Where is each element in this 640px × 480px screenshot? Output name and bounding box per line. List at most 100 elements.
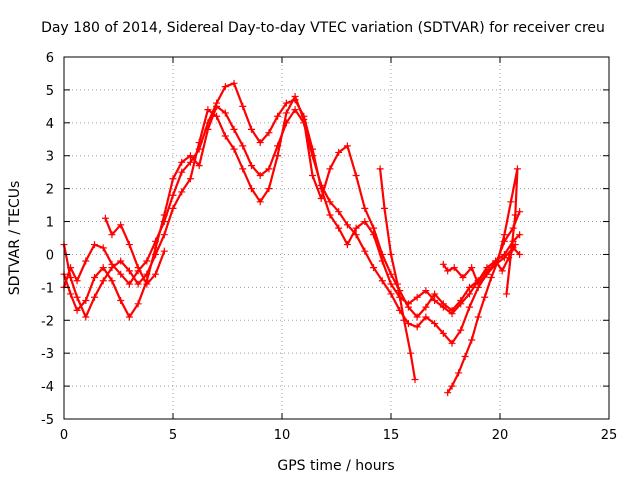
data-point: [361, 204, 369, 212]
data-point: [239, 102, 247, 110]
data-point: [143, 257, 151, 265]
data-point: [457, 297, 465, 305]
data-point: [431, 320, 439, 328]
data-point: [160, 211, 168, 219]
data-point: [400, 316, 408, 324]
data-point: [67, 290, 75, 298]
data-point: [370, 224, 378, 232]
data-point: [511, 241, 519, 249]
data-point: [195, 139, 203, 147]
series-7: [439, 241, 519, 288]
data-point: [500, 231, 508, 239]
data-point: [431, 290, 439, 298]
data-point: [465, 290, 473, 298]
data-point: [492, 257, 500, 265]
data-point: [108, 277, 116, 285]
data-point: [352, 224, 360, 232]
data-point: [274, 112, 282, 120]
data-point: [505, 254, 513, 262]
x-tick-label: 5: [169, 428, 177, 443]
data-point: [394, 280, 402, 288]
data-point: [82, 297, 90, 305]
series-line: [379, 167, 417, 381]
data-point: [99, 264, 107, 272]
data-point: [352, 171, 360, 179]
data-point: [239, 142, 247, 150]
data-point: [125, 280, 133, 288]
data-point: [186, 152, 194, 160]
data-point: [265, 129, 273, 137]
data-point: [186, 158, 194, 166]
data-point: [516, 231, 524, 239]
data-point: [474, 280, 482, 288]
data-point: [503, 290, 511, 298]
data-point: [474, 313, 482, 321]
x-tick-label: 10: [274, 428, 291, 443]
grid: [64, 57, 609, 419]
data-point: [143, 270, 151, 278]
data-point: [125, 241, 133, 249]
data-point: [82, 257, 90, 265]
data-point: [134, 280, 142, 288]
data-point: [221, 132, 229, 140]
data-point: [343, 142, 351, 150]
data-point: [465, 283, 473, 291]
x-axis-label: GPS time / hours: [277, 458, 394, 474]
data-point: [511, 211, 519, 219]
data-point: [143, 280, 151, 288]
data-point: [335, 148, 343, 156]
data-point: [352, 231, 360, 239]
data-point: [404, 320, 412, 328]
data-point: [265, 185, 273, 193]
data-point: [361, 218, 369, 226]
data-point: [117, 257, 125, 265]
data-point: [378, 277, 386, 285]
data-point: [422, 303, 430, 311]
y-tick-label: 3: [46, 150, 54, 165]
data-point: [387, 270, 395, 278]
data-point: [411, 376, 419, 384]
x-tick-label: 25: [601, 428, 618, 443]
data-point: [73, 293, 81, 301]
series-5: [376, 165, 419, 384]
data-point: [455, 369, 463, 377]
series-line: [62, 82, 521, 315]
y-tick-label: 0: [46, 248, 54, 263]
data-point: [204, 106, 212, 114]
data-point: [247, 185, 255, 193]
data-point: [448, 339, 456, 347]
data-point: [387, 250, 395, 258]
data-point: [317, 181, 325, 189]
data-point: [483, 270, 491, 278]
data-point: [343, 241, 351, 249]
x-tick-label: 15: [383, 428, 400, 443]
data-point: [186, 175, 194, 183]
data-point: [213, 112, 221, 120]
data-point: [256, 139, 264, 147]
data-point: [335, 224, 343, 232]
data-point: [387, 280, 395, 288]
data-point: [450, 264, 458, 272]
data-point: [300, 116, 308, 124]
data-point: [422, 313, 430, 321]
y-tick-label: 4: [46, 117, 54, 132]
data-point: [361, 247, 369, 255]
data-point: [413, 293, 421, 301]
data-point: [326, 198, 334, 206]
data-point: [160, 231, 168, 239]
data-point: [134, 300, 142, 308]
data-point: [169, 191, 177, 199]
data-point: [221, 109, 229, 117]
data-point: [169, 175, 177, 183]
data-point: [413, 323, 421, 331]
data-point: [125, 313, 133, 321]
data-point: [465, 303, 473, 311]
data-point: [247, 125, 255, 133]
series-3: [60, 92, 524, 321]
data-point: [101, 214, 109, 222]
series-4: [101, 214, 168, 288]
data-point: [439, 300, 447, 308]
data-point: [117, 297, 125, 305]
data-point: [413, 313, 421, 321]
plot-frame: [63, 56, 610, 420]
